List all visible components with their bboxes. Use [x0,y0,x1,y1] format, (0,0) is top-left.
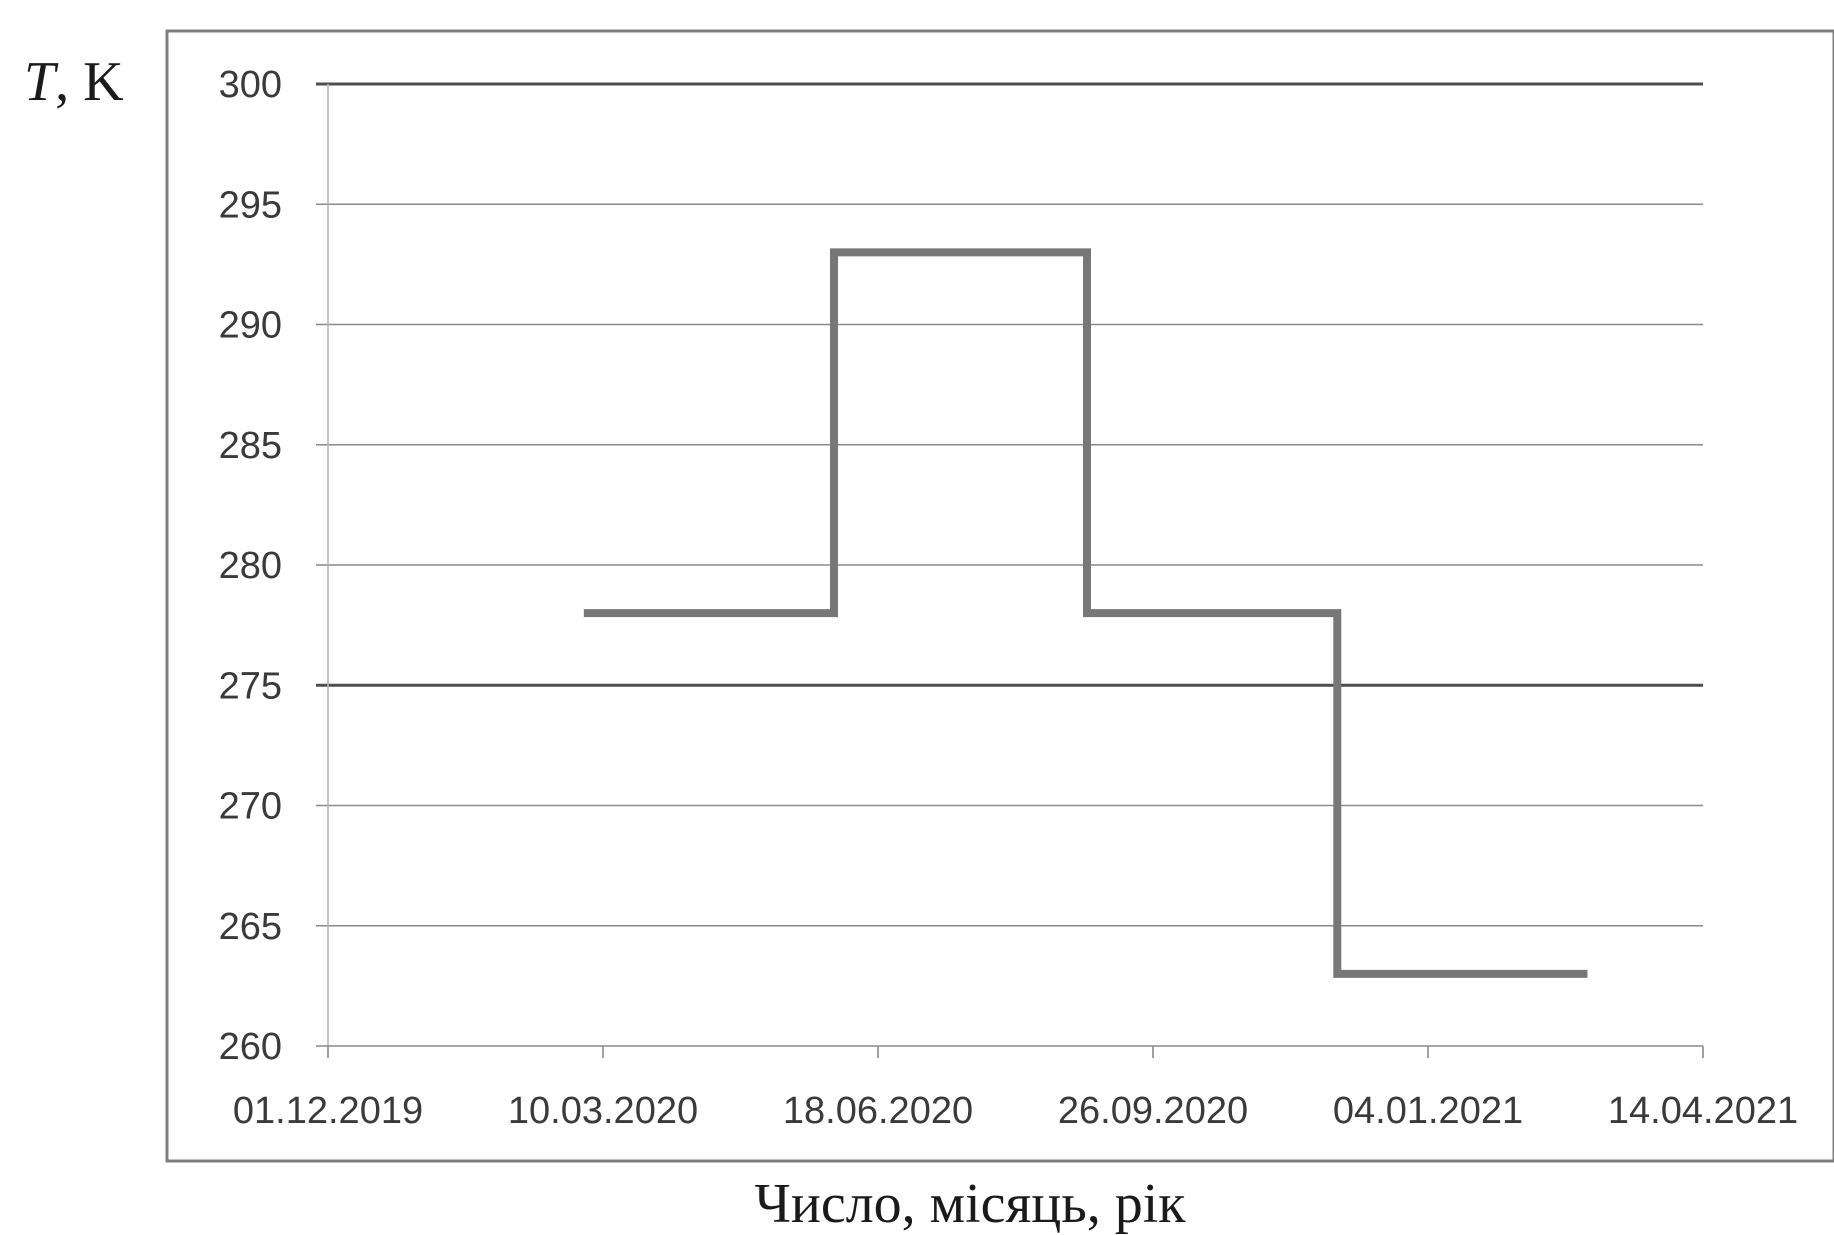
x-tick-label: 14.04.2021 [1608,1090,1798,1132]
x-tick-label: 10.03.2020 [508,1090,698,1132]
x-tick-label: 01.12.2019 [233,1090,423,1132]
x-tick-label: 26.09.2020 [1058,1090,1248,1132]
y-tick-label: 280 [219,545,282,587]
y-tick-label: 275 [219,665,282,707]
y-axis-variable: T [24,51,59,113]
y-tick-label: 290 [219,305,282,347]
y-tick-label: 295 [219,184,282,226]
y-axis-title: T, K [24,51,124,113]
x-tick-label: 18.06.2020 [783,1090,973,1132]
x-axis-title: Число, місяць, рік [754,1173,1186,1235]
y-tick-label: 260 [219,1026,282,1068]
y-tick-label: 270 [219,786,282,828]
plot-frame [165,29,1834,1163]
tick-labels: 260 265 270 275 280 285 290 295 300 01.12.2019 10.… [219,64,1799,1132]
series-layer [583,248,1588,978]
y-tick-label: 285 [219,425,282,467]
grid-lines [316,82,1703,927]
temperature-series-line [583,248,1588,978]
y-tick-label: 300 [219,64,282,106]
axes [316,84,1704,1058]
y-axis-unit: , K [55,51,123,113]
y-tick-label: 265 [219,906,282,948]
x-tick-label: 04.01.2021 [1333,1090,1523,1132]
